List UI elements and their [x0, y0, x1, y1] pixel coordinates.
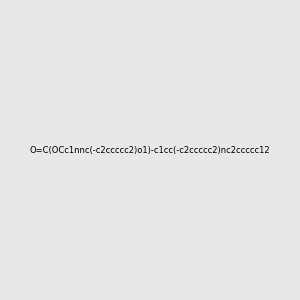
- Text: O=C(OCc1nnc(-c2ccccc2)o1)-c1cc(-c2ccccc2)nc2ccccc12: O=C(OCc1nnc(-c2ccccc2)o1)-c1cc(-c2ccccc2…: [30, 146, 270, 154]
